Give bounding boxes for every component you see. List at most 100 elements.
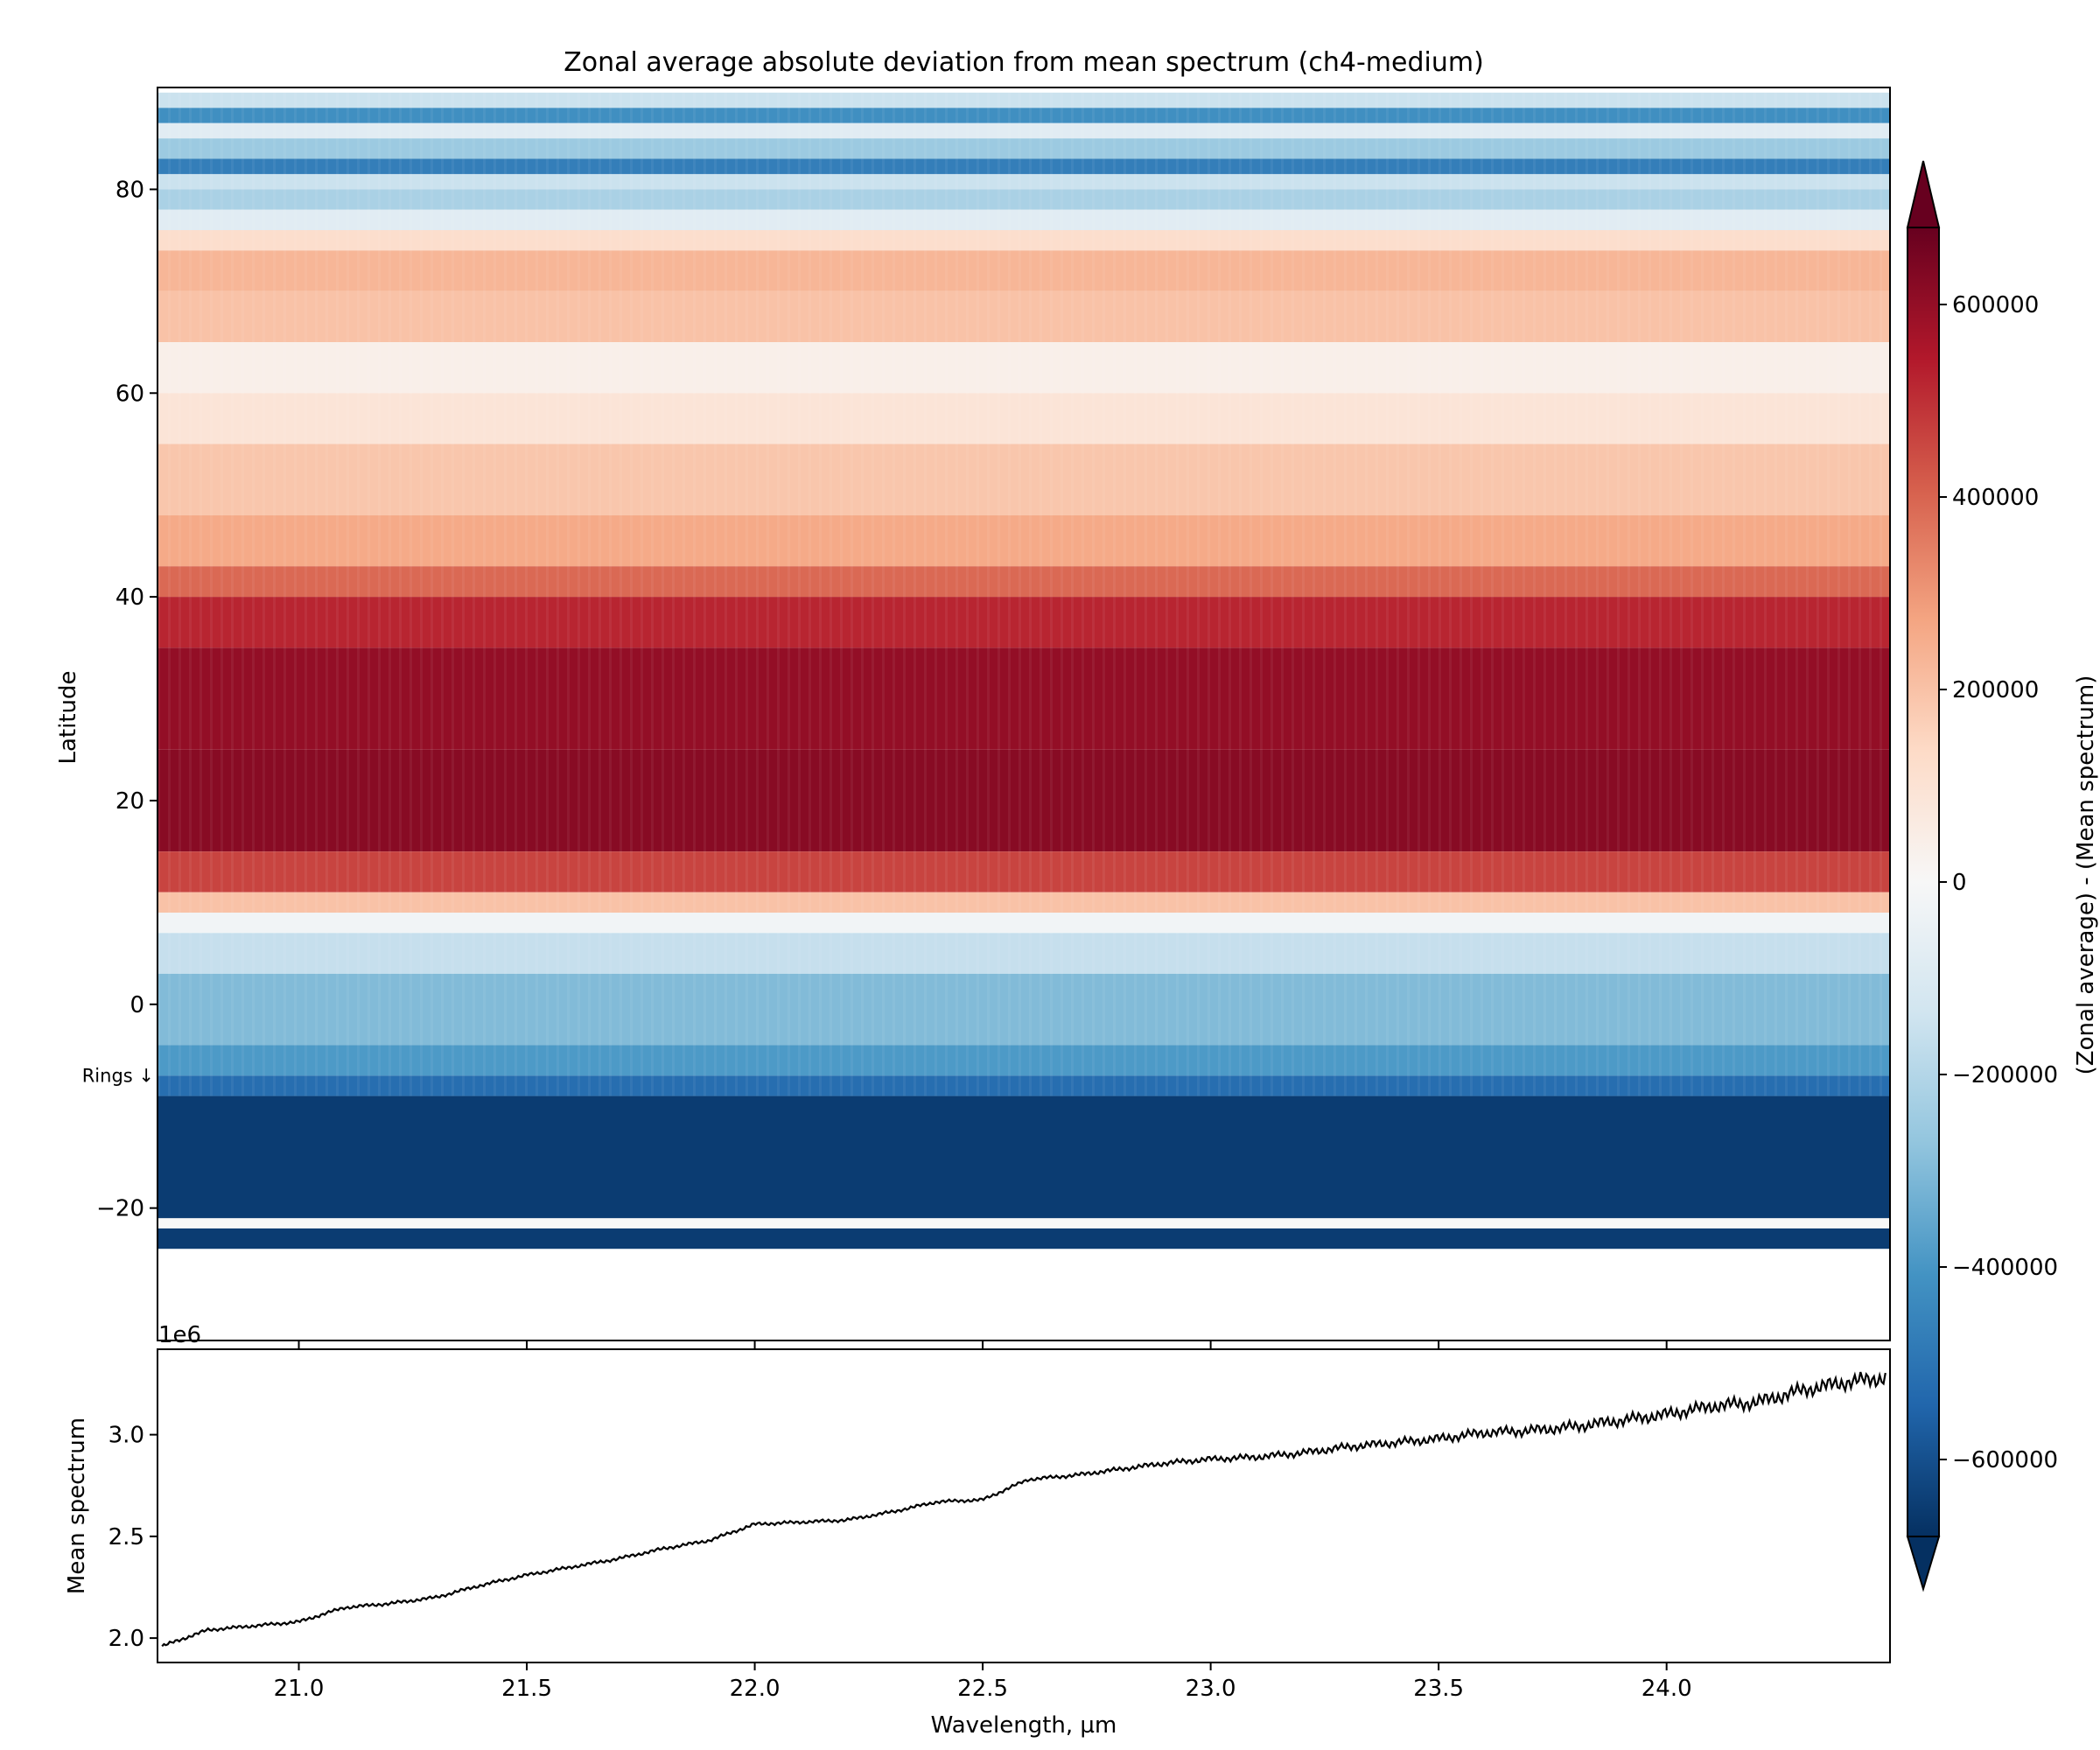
heatmap-column-texture — [724, 92, 727, 1096]
heatmap-column-texture — [315, 92, 318, 1096]
heatmap-column-texture — [1512, 92, 1515, 1096]
heatmap-column-texture — [1050, 92, 1053, 1096]
heatmap-column-texture — [1554, 92, 1557, 1096]
heatmap-column-texture — [231, 92, 234, 1096]
heatmap-column-texture — [714, 92, 717, 1096]
heatmap-column-texture — [1522, 92, 1525, 1096]
heatmap-column-texture — [189, 92, 192, 1096]
heatmap-cells — [158, 92, 1890, 1250]
heatmap-band-0 — [158, 92, 1890, 108]
heatmap-column-texture — [609, 92, 612, 1096]
line-x-tick-label: 23.5 — [1413, 1676, 1464, 1702]
heatmap-column-texture — [1858, 92, 1861, 1096]
heatmap-column-texture — [1260, 92, 1263, 1096]
heatmap-y-tick-label: −20 — [96, 1196, 144, 1222]
heatmap-column-texture — [840, 92, 843, 1096]
heatmap-column-texture — [1344, 92, 1347, 1096]
heatmap-column-texture — [1732, 92, 1735, 1096]
heatmap-column-texture — [1428, 92, 1431, 1096]
heatmap-column-texture — [210, 92, 213, 1096]
heatmap-column-texture — [514, 92, 517, 1096]
line-y-tick-label: 2.5 — [108, 1524, 144, 1550]
heatmap-column-texture — [1838, 92, 1840, 1096]
heatmap-column-texture — [1144, 92, 1147, 1096]
heatmap-column-texture — [1113, 92, 1116, 1096]
heatmap-column-texture — [1764, 92, 1767, 1096]
heatmap-column-texture — [1323, 92, 1326, 1096]
heatmap-column-texture — [1796, 92, 1798, 1096]
heatmap-column-texture — [651, 92, 654, 1096]
heatmap-column-texture — [998, 92, 1000, 1096]
heatmap-band-6 — [158, 189, 1890, 210]
heatmap-column-texture — [1312, 92, 1315, 1096]
heatmap-column-texture — [1606, 92, 1609, 1096]
line-x-ticks: 21.0 21.5 22.0 22.5 23.0 23.5 24.0 — [274, 1662, 1692, 1702]
heatmap-column-texture — [746, 92, 748, 1096]
heatmap-band-24 — [158, 1045, 1890, 1076]
heatmap-column-texture — [1270, 92, 1273, 1096]
heatmap-column-texture — [1418, 92, 1420, 1096]
heatmap-column-texture — [1638, 92, 1641, 1096]
heatmap-column-texture — [1102, 92, 1105, 1096]
colorbar-top-extension — [1906, 160, 1941, 228]
heatmap-band-25 — [158, 1075, 1890, 1096]
heatmap-band-15 — [158, 566, 1890, 598]
heatmap-y-ticks: −20 0 20 40 60 80 — [96, 177, 158, 1222]
heatmap-column-texture — [483, 92, 486, 1096]
heatmap-column-texture — [346, 92, 349, 1096]
heatmap-column-texture — [1533, 92, 1536, 1096]
heatmap-column-texture — [1292, 92, 1294, 1096]
heatmap-band-12 — [158, 393, 1890, 444]
heatmap-column-texture — [1648, 92, 1651, 1096]
colorbar-tick-label: 0 — [1952, 870, 1967, 896]
heatmap-column-texture — [1407, 92, 1410, 1096]
heatmap-column-texture — [1018, 92, 1021, 1096]
heatmap-column-texture — [756, 92, 759, 1096]
line-y-tick-label: 2.0 — [108, 1626, 144, 1652]
heatmap-column-texture — [966, 92, 969, 1096]
heatmap-y-tick-label: 0 — [130, 992, 144, 1018]
heatmap-column-texture — [672, 92, 675, 1096]
heatmap-column-texture — [452, 92, 454, 1096]
heatmap-column-texture — [200, 92, 202, 1096]
heatmap-band-22 — [158, 933, 1890, 974]
heatmap-column-texture — [410, 92, 412, 1096]
heatmap-column-texture — [525, 92, 528, 1096]
heatmap-column-texture — [252, 92, 255, 1096]
heatmap-column-texture — [892, 92, 895, 1096]
heatmap-column-texture — [420, 92, 423, 1096]
heatmap-column-texture — [850, 92, 853, 1096]
line-x-tick-label: 21.5 — [501, 1676, 552, 1702]
heatmap-column-texture — [1670, 92, 1672, 1096]
heatmap-column-texture — [1564, 92, 1567, 1096]
heatmap-column-texture — [598, 92, 601, 1096]
heatmap-column-texture — [976, 92, 979, 1096]
heatmap-column-texture — [168, 92, 171, 1096]
line-x-tick-label: 21.0 — [274, 1676, 325, 1702]
line-x-tick-label: 22.5 — [957, 1676, 1008, 1702]
heatmap-column-texture — [1365, 92, 1368, 1096]
heatmap-column-texture — [1617, 92, 1620, 1096]
heatmap-column-texture — [1880, 92, 1882, 1096]
colorbar-bottom-extension — [1906, 1536, 1941, 1592]
heatmap-band-16 — [158, 597, 1890, 648]
heatmap-column-texture — [1040, 92, 1042, 1096]
heatmap-column-texture — [1438, 92, 1441, 1096]
heatmap-column-texture — [1396, 92, 1399, 1096]
heatmap-column-texture — [1060, 92, 1063, 1096]
heatmap-column-texture — [1806, 92, 1809, 1096]
heatmap-band-28 — [158, 1228, 1890, 1250]
heatmap-column-texture — [704, 92, 706, 1096]
heatmap-band-10 — [158, 290, 1890, 343]
heatmap-column-texture — [1239, 92, 1242, 1096]
heatmap-column-texture — [1334, 92, 1336, 1096]
heatmap-column-texture — [693, 92, 696, 1096]
heatmap-column-texture — [1848, 92, 1851, 1096]
heatmap-band-19 — [158, 851, 1890, 892]
heatmap-column-texture — [1596, 92, 1599, 1096]
heatmap-column-texture — [158, 92, 160, 1096]
heatmap-column-texture — [1754, 92, 1756, 1096]
heatmap-y-tick-label: 60 — [116, 381, 144, 407]
heatmap-column-texture — [1470, 92, 1473, 1096]
